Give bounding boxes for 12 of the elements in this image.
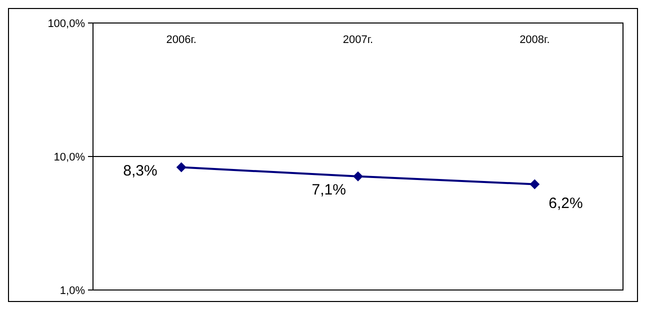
data-label: 7,1% [312, 181, 346, 198]
point [176, 162, 186, 172]
y-tick-label: 100,0% [48, 18, 86, 30]
x-tick-label: 2006г. [166, 34, 196, 46]
point [353, 171, 363, 182]
data-label: 8,3% [123, 162, 158, 180]
y-tick-label: 1,0% [60, 284, 86, 297]
x-tick-label: 2008г. [520, 34, 550, 46]
data-label: 6,2% [548, 195, 583, 212]
x-tick-label: 2007г. [342, 34, 374, 46]
y-tick-label: 10,0% [54, 151, 86, 164]
point [530, 179, 540, 190]
